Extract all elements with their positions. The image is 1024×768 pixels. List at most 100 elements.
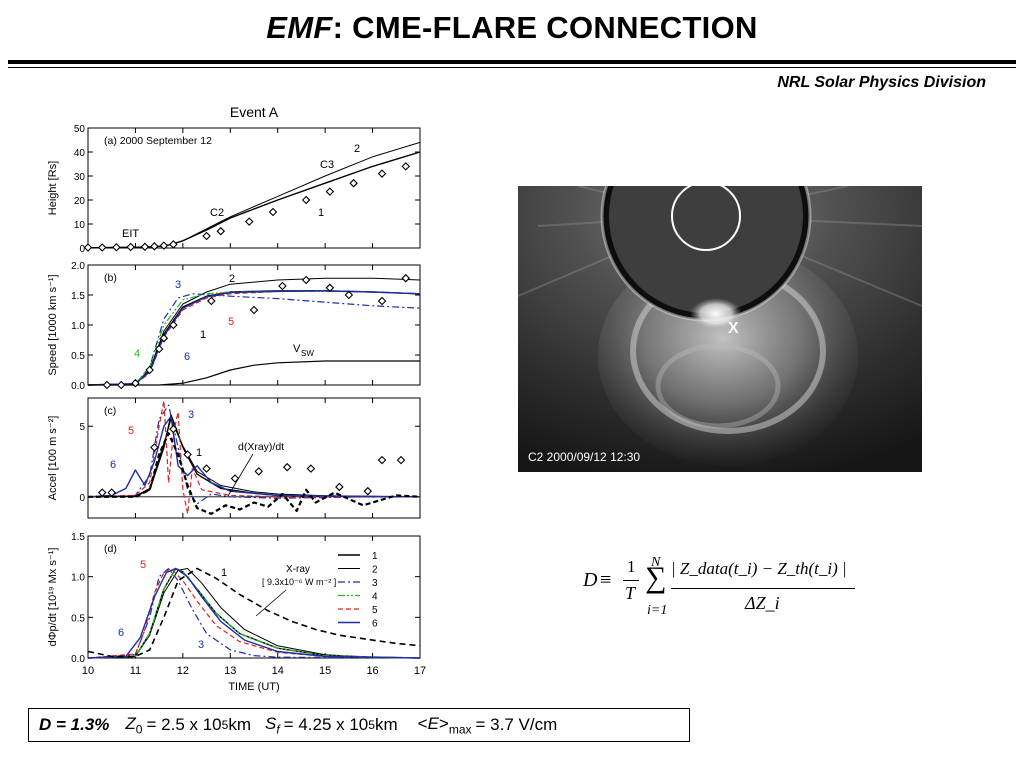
legend-label: 6: [372, 619, 378, 630]
series-line-4: [87, 567, 421, 659]
series-line-1: [87, 567, 421, 659]
panel-annotation: 2: [354, 143, 360, 155]
panel-annotation: 6: [184, 351, 190, 363]
panel-annotation: C2: [210, 207, 224, 219]
panel-annotation: 2: [229, 273, 235, 285]
data-point-diamond: [183, 450, 192, 459]
series-line-x-ray: [87, 567, 421, 658]
data-point-diamond: [249, 305, 259, 315]
flare-marker: X: [728, 320, 739, 337]
vsw-subscript: SW: [301, 349, 314, 358]
data-point-diamond: [377, 296, 387, 306]
eq-sum-top: N: [651, 555, 661, 570]
data-point-diamond: [169, 320, 178, 330]
data-point-diamond: [169, 424, 178, 434]
slide-title: EMF: CME-FLARE CONNECTION: [0, 10, 1024, 46]
series-line-5: [87, 290, 421, 386]
z0-value: = 2.5 x 10: [146, 715, 222, 734]
series-line-6: [87, 415, 421, 498]
panel-annotation: EIT: [122, 228, 139, 240]
y-axis-label: dΦp/dt [10¹⁹ Mx s⁻¹]: [47, 548, 59, 647]
panel-frame: [87, 127, 421, 249]
eq-num: 1: [627, 557, 636, 576]
data-point-diamond: [363, 486, 373, 496]
data-point-diamond: [282, 462, 292, 472]
data-point-diamond: [83, 243, 93, 252]
series-line-1: [87, 414, 420, 498]
data-point-diamond: [301, 275, 311, 285]
y-tick-label: 2.0: [71, 261, 85, 272]
series-line-d-xray-dt: [88, 432, 421, 515]
data-point-diamond: [377, 169, 387, 178]
y-axis-label: Speed [1000 km s⁻¹]: [47, 274, 59, 375]
panel-annotation: 1: [196, 447, 202, 459]
series-line-5: [87, 567, 421, 659]
data-point-diamond: [107, 488, 116, 497]
series-line-1: [87, 290, 421, 386]
data-point-diamond: [97, 243, 107, 252]
eq-frac-bar-2: [671, 588, 855, 589]
y-tick-label: 50: [74, 124, 86, 135]
eq-frac-num: | Z_data(t_i) − Z_th(t_i) |: [671, 559, 847, 578]
y-tick-label: 40: [74, 148, 86, 159]
series-line-4: [87, 290, 421, 386]
eq-sum-bottom: i=1: [647, 603, 668, 618]
data-point-diamond: [150, 443, 159, 452]
panel-frame: [87, 264, 421, 386]
y-tick-label: 0.0: [71, 381, 85, 392]
legend-label: 4: [372, 592, 378, 603]
data-point-diamond: [254, 467, 264, 476]
series-line-2: [87, 277, 421, 386]
panel-annotation: 5: [128, 425, 134, 437]
panel-annotation: 4: [134, 348, 140, 360]
panel-label: (a) 2000 September 12: [104, 135, 212, 147]
z0-symbol: Z0: [125, 713, 143, 737]
data-point-diamond: [126, 242, 135, 252]
x-axis-label: TIME (UT): [228, 681, 279, 693]
panel-frame: [87, 397, 421, 519]
data-point-diamond: [202, 231, 211, 241]
panel-annotation: 5: [140, 559, 146, 571]
x-tick-label: 12: [177, 665, 189, 677]
data-point-diamond: [150, 242, 159, 251]
data-point-diamond: [202, 464, 211, 473]
emax-symbol: <E>max: [417, 713, 472, 737]
title-rest: : CME-FLARE CONNECTION: [332, 10, 758, 45]
x-tick-label: 10: [82, 665, 94, 677]
panel-annotation: 6: [110, 459, 116, 471]
x-tick-label: 16: [366, 665, 378, 677]
d-value: D = 1.3%: [39, 715, 110, 734]
data-point-diamond: [377, 455, 387, 465]
series-line-2: [87, 418, 421, 498]
data-point-diamond: [325, 187, 335, 196]
panel-label: (c): [104, 405, 116, 417]
y-tick-label: 0.5: [71, 351, 85, 362]
annotation-pointer: [227, 453, 254, 497]
data-point-diamond: [145, 365, 154, 375]
series-line-2: [87, 568, 421, 659]
legend-label: 3: [372, 578, 378, 589]
data-point-diamond: [301, 195, 311, 205]
data-point-diamond: [154, 344, 164, 354]
vsw-label: V: [293, 343, 301, 355]
data-point-diamond: [216, 226, 226, 236]
data-point-diamond: [116, 380, 126, 390]
sf-symbol: Sf: [264, 713, 280, 737]
annotation-pointer: [255, 589, 287, 617]
y-tick-label: 1.5: [71, 291, 85, 302]
data-point-diamond: [140, 242, 150, 252]
title-rule-thick: [8, 60, 1016, 64]
data-point-diamond: [230, 474, 240, 483]
sigma-icon: ∑: [645, 561, 667, 594]
sf-value: = 4.25 x 10: [283, 715, 369, 734]
panel-annotation: X-ray: [286, 564, 310, 575]
data-point-diamond: [396, 455, 406, 465]
legend-label: 1: [372, 551, 378, 562]
series-line-3: [87, 404, 420, 505]
sf-unit: km: [374, 715, 398, 734]
panel-label: (d): [104, 543, 117, 555]
y-axis-label: Accel [100 m s⁻²]: [47, 416, 59, 501]
panel-annotation: 1: [221, 567, 227, 579]
panel-annotation: 5: [228, 316, 234, 328]
series-line-3: [87, 567, 421, 659]
